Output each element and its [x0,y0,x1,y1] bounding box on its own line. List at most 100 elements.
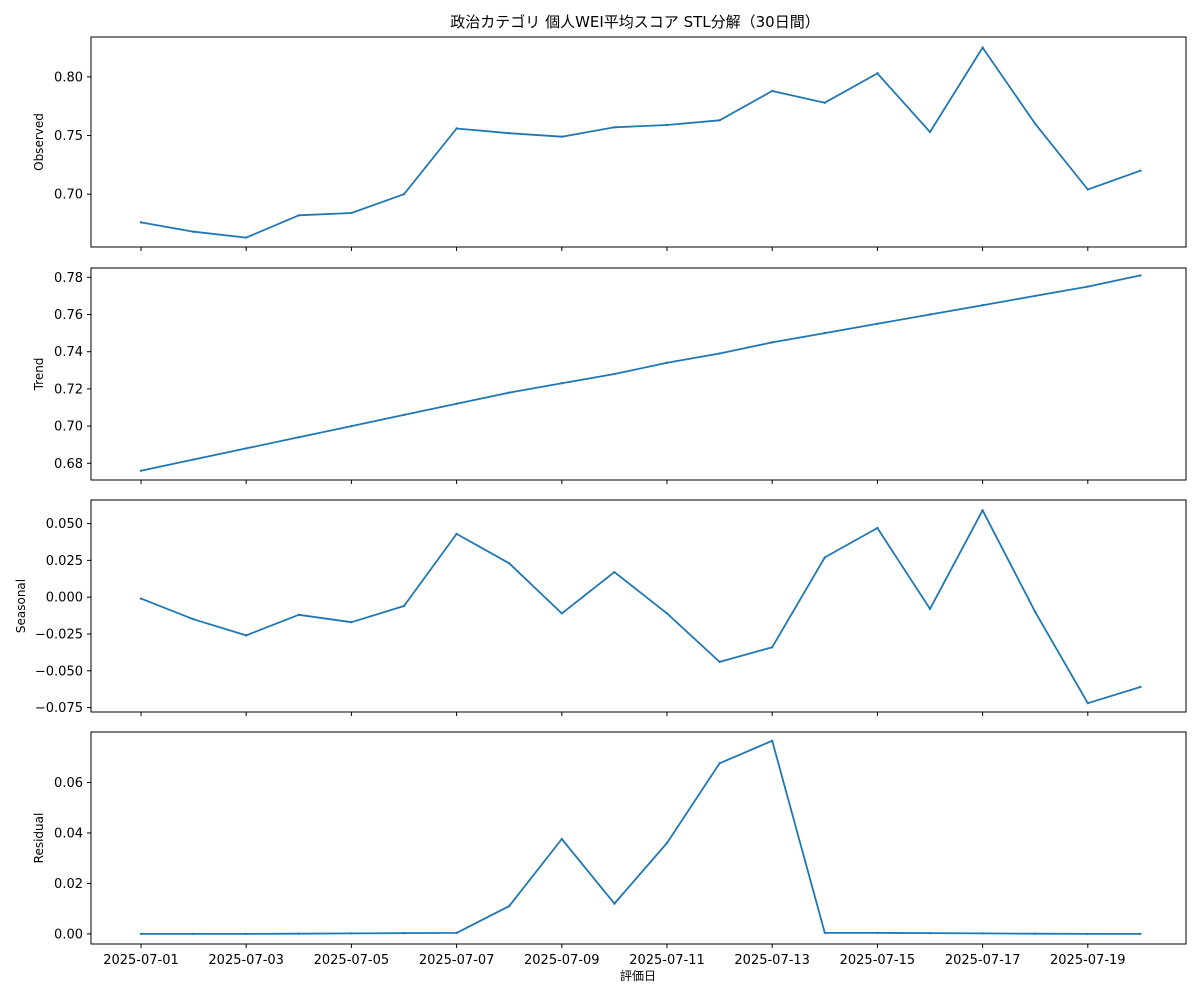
trend-data-point [823,331,826,335]
trend-data-point [455,402,458,405]
trend-y-tick-label: 0.70 [54,420,83,435]
x-tick-label: 2025-07-19 [1050,953,1126,968]
observed-y-tick-label: 0.70 [54,188,83,203]
seasonal-data-point [508,562,511,565]
seasonal-data-point [402,604,406,608]
residual-data-point [718,762,721,765]
observed-data-point [455,127,458,130]
residual-data-point [823,931,826,935]
residual-data-point [192,932,195,936]
residual-data-point [665,841,669,845]
residual-data-point [350,932,353,935]
trend-y-tick-label: 0.68 [54,457,83,472]
residual-data-point [455,931,458,935]
x-tick-label: 2025-07-11 [629,953,705,968]
observed-y-tick-label: 0.75 [54,129,83,144]
trend-data-point [981,303,984,307]
seasonal-y-tick-label: 0.025 [46,554,83,569]
x-axis-label: 評価日 [620,968,656,983]
residual-y-axis-label: Residual [32,813,46,864]
trend-data-point [1086,285,1090,288]
observed-data-point [876,72,879,75]
seasonal-data-point [139,597,143,600]
observed-data-point [928,130,932,134]
seasonal-data-point [771,646,774,649]
x-tick-label: 2025-07-15 [840,953,916,968]
residual-data-point [297,932,300,935]
seasonal-data-point [1034,610,1037,614]
residual-data-point [1034,932,1037,935]
trend-data-point [297,436,300,439]
observed-data-point [139,221,143,224]
seasonal-y-tick-label: −0.025 [35,627,83,642]
observed-data-point [350,211,353,215]
trend-data-point [928,313,932,316]
trend-y-axis-label: Trend [32,358,46,392]
trend-series-line [140,274,1141,472]
seasonal-y-tick-label: 0.050 [46,517,83,532]
observed-data-point [245,236,248,239]
residual-y-tick-label: 0.04 [54,826,83,841]
trend-data-point [139,469,143,472]
residual-data-point [508,904,511,908]
residual-data-point [402,931,406,935]
seasonal-y-tick-label: −0.050 [35,664,83,679]
observed-data-point [402,193,406,196]
x-tick-label: 2025-07-05 [314,953,390,968]
panels-group: 0.70 0.75 0.80 Observed 0.68 0.70 0.72 0.74 0.76… [14,36,1187,968]
panel-trend: 0.68 0.70 0.72 0.74 0.76 0.78 Trend [32,267,1187,484]
residual-y-tick-label: 0.02 [54,877,83,892]
seasonal-data-point [1139,685,1142,689]
residual-data-point [613,902,616,905]
seasonal-y-tick-label: −0.075 [35,701,83,716]
observed-data-point [297,214,300,217]
trend-y-tick-label: 0.74 [54,345,83,360]
observed-data-point [192,230,195,233]
seasonal-data-point [665,612,669,615]
trend-data-point [402,413,406,417]
observed-y-tick-label: 0.80 [54,70,83,85]
panel-observed: 0.70 0.75 0.80 Observed [32,36,1187,251]
observed-y-axis-label: Observed [32,113,46,171]
observed-data-point [1034,122,1037,126]
observed-data-point [718,119,721,122]
observed-series-line [140,46,1141,239]
observed-data-point [1139,169,1142,172]
trend-panel-frame [90,267,1187,481]
seasonal-series-line [140,509,1141,705]
trend-data-point [560,382,563,385]
seasonal-data-point [455,532,458,536]
trend-data-point [350,424,353,428]
residual-data-point [928,931,932,935]
seasonal-data-point [876,526,879,530]
residual-series-line [141,739,1141,935]
trend-data-point [613,372,616,376]
seasonal-data-point [718,660,721,664]
observed-data-point [613,126,616,129]
trend-data-point [665,361,669,365]
trend-data-point [192,458,195,461]
trend-y-tick-label: 0.76 [54,308,83,323]
seasonal-data-point [1086,701,1090,705]
observed-data-point [771,89,774,93]
residual-data-point [139,932,143,936]
residual-data-point [560,837,563,841]
observed-data-point [665,123,669,127]
trend-data-point [771,341,774,344]
residual-y-tick-label: 0.00 [54,927,83,942]
observed-data-point [560,135,563,138]
chart-title: 政治カテゴリ 個人WEI平均スコア STL分解（30日間） [450,13,819,31]
residual-data-point [1139,932,1142,936]
seasonal-data-point [981,509,984,512]
residual-data-point [876,931,879,935]
observed-data-point [823,101,826,104]
observed-data-point [1086,188,1090,191]
residual-data-point [1086,932,1090,936]
seasonal-panel-frame [90,499,1187,713]
trend-y-tick-label: 0.72 [54,382,83,397]
x-tick-label: 2025-07-17 [945,953,1021,968]
x-tick-label: 2025-07-09 [524,953,600,968]
trend-data-point [876,322,879,325]
observed-data-point [981,46,984,49]
